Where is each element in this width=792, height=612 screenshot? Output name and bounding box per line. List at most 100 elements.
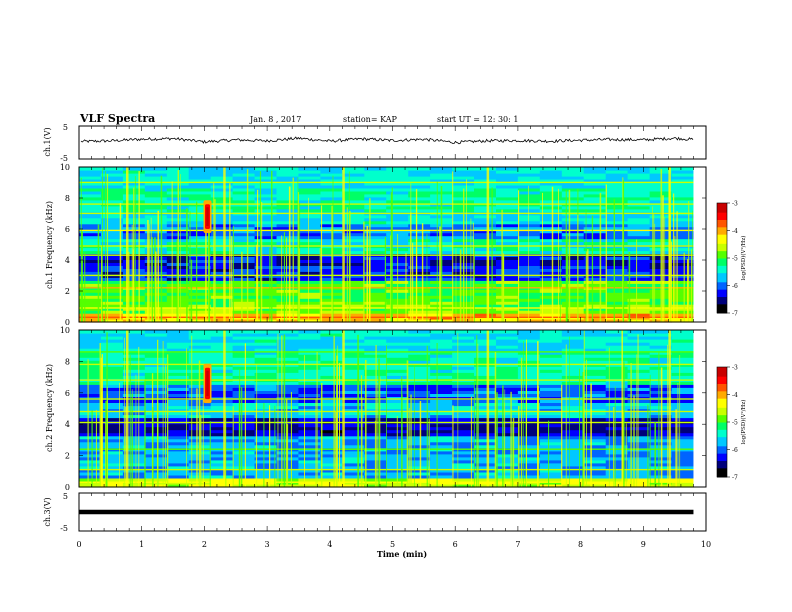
spectrogram-cell (298, 298, 321, 302)
spectrogram-cell (122, 450, 146, 455)
spectrogram-cell (386, 226, 409, 231)
spectrogram-cell (627, 459, 651, 464)
spectrogram-cell (79, 471, 102, 476)
spectrogram-cell (496, 423, 519, 428)
sferic-streak (548, 420, 550, 487)
ch1-spectrogram-xticks (78, 167, 707, 322)
frequency-tick-label: 8 (65, 194, 70, 203)
spectrogram-cell (100, 450, 124, 455)
sferic-streak (455, 248, 457, 322)
spectrogram-cell (430, 336, 453, 340)
spectrogram-cell (79, 167, 102, 171)
sferic-streak (406, 360, 409, 487)
spectrogram-cell (496, 438, 519, 443)
spectrogram-cell (166, 450, 190, 455)
spectrogram-cell (627, 387, 651, 391)
spectrogram-cell (408, 432, 431, 437)
sferic-streak (134, 176, 136, 322)
spectrogram-cell (188, 217, 212, 222)
sferic-streak (281, 335, 283, 487)
spectrogram-cell (561, 214, 585, 219)
spectrogram-cell (605, 462, 629, 467)
spectrogram-cell (627, 381, 651, 385)
spectrogram-cell (408, 167, 431, 171)
colorbar-segment (717, 473, 727, 476)
spectrogram-cell (79, 235, 102, 240)
spectrogram-cell (122, 173, 146, 177)
spectrogram-cell (166, 387, 190, 391)
spectrogram-cell (430, 399, 453, 403)
spectrogram-cell (452, 351, 475, 355)
spectrogram-cell (298, 336, 321, 340)
sferic-streak (579, 368, 580, 487)
sferic-streak (633, 395, 635, 487)
spectrogram-cell (364, 223, 387, 228)
spectrogram-cell (474, 396, 497, 400)
spectrogram-cell (254, 193, 278, 198)
spectrogram-cell (583, 354, 607, 358)
spectrogram-cell (561, 181, 585, 186)
spectrogram-cell (79, 390, 102, 394)
spectrogram-cell (342, 477, 365, 482)
spectrogram-cell (605, 292, 629, 296)
sferic-streak (397, 233, 399, 322)
spectrogram-cell (144, 414, 168, 419)
spectrogram-cell (671, 462, 694, 467)
spectrogram-cell (583, 217, 607, 222)
sferic-streak (177, 170, 179, 322)
sferic-streak (285, 399, 288, 487)
spectrogram-cell (627, 432, 651, 437)
sferic-streak (390, 192, 393, 322)
spectrogram-cell (496, 336, 519, 340)
spectrogram-cell (408, 289, 431, 293)
spectrogram-cell (122, 390, 146, 394)
spectrogram-cell (539, 241, 563, 246)
spectrogram-cell (122, 462, 146, 467)
colorbar-segment (717, 460, 727, 463)
spectrogram-cell (386, 208, 409, 213)
colorbar-tick-label: -6 (732, 283, 738, 290)
spectrogram-cell (496, 345, 519, 349)
spectrogram-cell (232, 417, 256, 422)
sferic-streak (502, 385, 504, 487)
spectrogram-cell (188, 298, 212, 302)
spectrogram-cell (605, 450, 629, 455)
spectrogram-cell (517, 387, 541, 391)
spectrogram-cell (364, 170, 387, 174)
spectrogram-cell (671, 429, 694, 434)
spectrogram-cell (496, 277, 519, 281)
spectrogram-cell (474, 214, 497, 219)
sferic-streak (374, 420, 376, 487)
spectrogram-cell (232, 283, 256, 287)
sferic-streak (81, 231, 83, 322)
spectrogram-cell (627, 167, 651, 171)
colorbar-segment (717, 248, 727, 252)
spectrogram-cell (517, 214, 541, 219)
spectrogram-cell (100, 184, 124, 189)
spectrogram-cell (232, 217, 256, 222)
spectrogram-cell (254, 411, 278, 416)
spectrogram-cell (166, 366, 190, 370)
spectrogram-cell (210, 417, 234, 422)
spectrogram-cell (561, 405, 585, 410)
spectrogram-cell (298, 280, 321, 284)
spectrogram-cell (276, 181, 299, 186)
spectrogram-cell (452, 372, 475, 376)
spectrogram-cell (122, 167, 146, 171)
colorbar-segment (717, 283, 727, 286)
narrowband-line (79, 181, 694, 184)
spectrogram-cell (254, 220, 278, 225)
spectrogram-cell (232, 173, 256, 177)
sferic-streak (474, 246, 475, 322)
spectrogram-cell (342, 170, 365, 174)
spectrogram-cell (474, 196, 497, 201)
spectrogram-cell (517, 319, 541, 323)
spectrogram-cell (79, 405, 102, 410)
spectrogram-cell (188, 250, 212, 255)
spectrogram-cell (254, 402, 278, 407)
spectrogram-cell (210, 256, 234, 260)
spectrogram-cell (166, 384, 190, 388)
spectrogram-cell (474, 184, 497, 189)
spectrogram-cell (232, 354, 256, 358)
sferic-streak (440, 186, 443, 322)
